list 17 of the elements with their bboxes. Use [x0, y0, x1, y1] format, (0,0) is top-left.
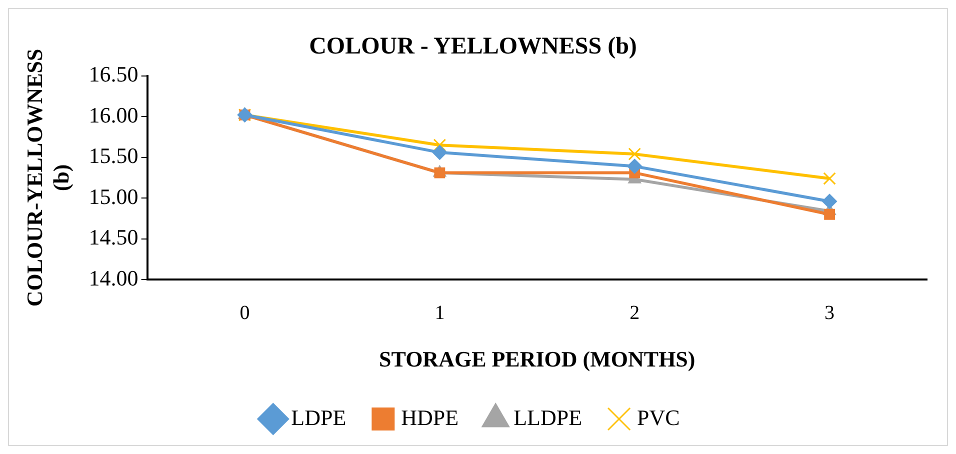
x-tick-label: 1 [434, 302, 445, 324]
x-tick-label: 3 [824, 302, 835, 324]
legend-label: LDPE [291, 404, 346, 430]
y-tick-label: 16.00 [88, 102, 138, 128]
legend-label: LLDPE [514, 404, 582, 430]
y-tick-label: 15.50 [88, 143, 138, 168]
chart-title: COLOUR - YELLOWNESS (b) [309, 34, 637, 60]
y-axis-title: COLOUR-YELLOWNESS (b) [22, 48, 74, 307]
y-tick-label: 14.50 [88, 224, 138, 250]
legend-label: PVC [637, 404, 680, 430]
y-tick-label: 14.00 [88, 265, 138, 290]
y-tick-label: 15.00 [88, 184, 138, 209]
x-tick-label: 2 [630, 302, 640, 324]
x-tick-label: 0 [240, 302, 250, 324]
legend-label: HDPE [401, 404, 459, 430]
y-tick-label: 16.50 [88, 62, 138, 87]
x-axis-title: STORAGE PERIOD (MONTHS) [379, 346, 696, 372]
